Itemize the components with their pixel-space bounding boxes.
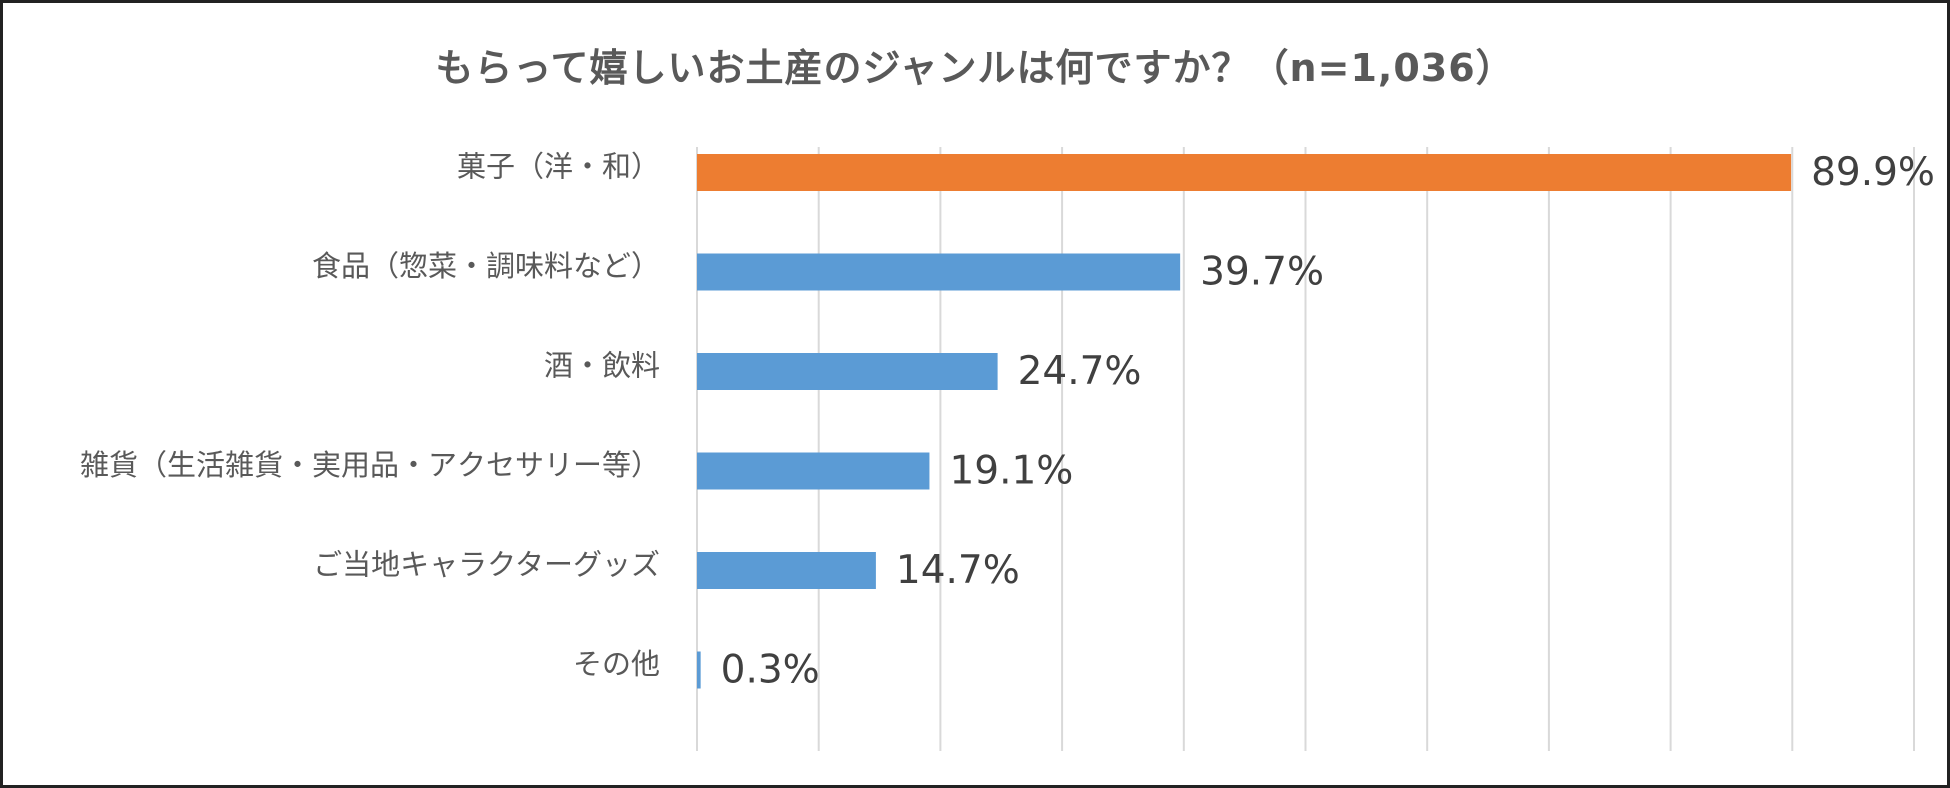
value-label: 0.3% (721, 648, 820, 693)
bar (697, 452, 930, 490)
value-label: 24.7% (1018, 349, 1142, 394)
category-label: その他 (573, 647, 660, 681)
value-labels: 89.9% 39.7% 24.7% 19.1% 14.7% 0.3% (721, 150, 1935, 693)
category-label: 菓子（洋・和） (457, 150, 660, 184)
chart-title: もらって嬉しいお土産のジャンルは何ですか？（n=1,036） (435, 46, 1515, 90)
gridlines (696, 147, 1915, 751)
bar (697, 651, 701, 689)
category-label: 食品（惣菜・調味料など） (312, 249, 660, 283)
bar-chart: 菓子（洋・和） 食品（惣菜・調味料など） 酒・飲料雑貨（生活雑貨・実用品・アクセサリ… (80, 147, 1935, 751)
bar (697, 154, 1792, 191)
bars (697, 154, 1792, 689)
bar (697, 353, 998, 390)
bar (697, 253, 1181, 291)
bar (697, 552, 876, 589)
category-label: 雑貨（生活雑貨・実用品・アクセサリー等） (80, 448, 660, 482)
value-label: 19.1% (949, 449, 1073, 494)
category-labels: 菓子（洋・和） 食品（惣菜・調味料など） 酒・飲料雑貨（生活雑貨・実用品・アクセサリ… (80, 150, 660, 682)
value-label: 14.7% (896, 548, 1020, 593)
category-label: ご当地キャラクターグッズ (313, 548, 660, 582)
category-label: 酒・飲料 (544, 349, 660, 383)
value-label: 89.9% (1811, 150, 1935, 195)
value-label: 39.7% (1200, 250, 1324, 295)
